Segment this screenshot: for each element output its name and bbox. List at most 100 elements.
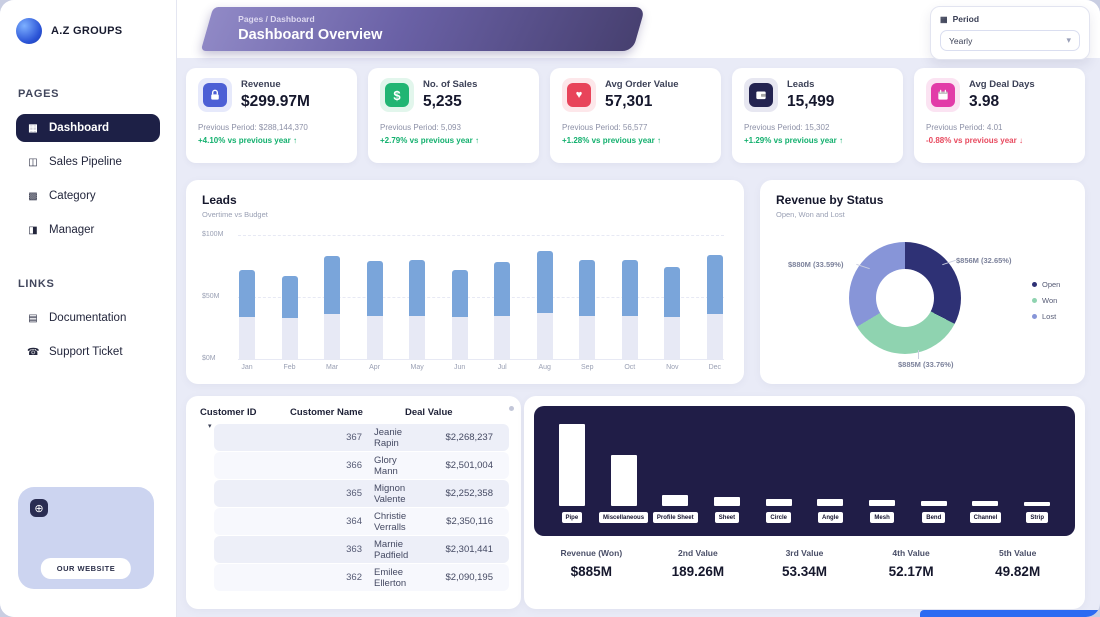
sidebar-item-dashboard[interactable]: ▦ Dashboard: [16, 114, 160, 142]
table-row[interactable]: 363 Marnie Padfield $2,301,441: [214, 536, 509, 563]
table-row[interactable]: 366 Glory Mann $2,501,004: [214, 452, 509, 479]
column-header-customer-name[interactable]: Customer Name: [290, 407, 363, 418]
sidebar-item-support-ticket[interactable]: ☎ Support Ticket: [16, 338, 160, 366]
materials-bars: [546, 420, 1063, 506]
scrollbar-thumb[interactable]: [509, 406, 514, 411]
sidebar: A.Z GROUPS PAGES ▦ Dashboard ◫ Sales Pipeli…: [0, 0, 177, 617]
chevron-down-icon: ▾: [1066, 35, 1071, 45]
leads-bar-column: [493, 262, 511, 359]
summary-stat: 3rd Value 53.34M: [751, 548, 858, 579]
cell-deal-value: $2,350,116: [446, 516, 493, 527]
stat-label: 3rd Value: [785, 548, 824, 558]
materials-chart-card: Pipe Miscellaneous Profile Sheet Sheet Circl…: [524, 396, 1085, 609]
leads-bar-column: [323, 256, 341, 359]
kpi-card-avg-order-value: ♥ Avg Order Value 57,301 Previous Period: 5…: [550, 68, 721, 163]
cell-customer-name: Marnie Padfield: [374, 538, 409, 561]
summary-stat: Revenue (Won) $885M: [538, 548, 645, 579]
kpi-text: No. of Sales 5,235: [423, 79, 477, 111]
period-select[interactable]: Yearly ▾: [940, 30, 1080, 51]
materials-bar: [972, 501, 999, 506]
materials-bar: [920, 501, 947, 506]
month-label: Jul: [497, 364, 507, 371]
kpi-previous-period: Previous Period: 4.01: [926, 123, 1003, 132]
month-label: Aug: [538, 364, 551, 371]
materials-bar-column: [856, 500, 908, 506]
globe-icon: ⊕: [30, 499, 48, 517]
x-axis-line: [238, 359, 724, 360]
month-label: Mar: [326, 364, 339, 371]
materials-bar-column: [649, 494, 701, 506]
materials-label-cell: Mesh: [856, 512, 908, 523]
lock-icon: [203, 83, 227, 107]
stat-value: 52.17M: [888, 564, 934, 579]
kpi-title: Leads: [787, 79, 815, 90]
sidebar-item-label: Sales Pipeline: [49, 156, 122, 168]
y-tick: $50M: [202, 293, 220, 300]
kpi-previous-period: Previous Period: $288,144,370: [198, 123, 308, 132]
period-label: Period: [952, 14, 980, 24]
materials-label: Sheet: [714, 512, 740, 523]
sidebar-item-manager[interactable]: ◨ Manager: [16, 216, 160, 244]
links-nav: ▤ Documentation ☎ Support Ticket: [16, 304, 160, 366]
legend-dot: [1032, 298, 1037, 303]
cell-customer-name: Jeanie Rapin: [374, 426, 402, 449]
pipeline-icon: ◫: [28, 156, 38, 168]
sidebar-item-category[interactable]: ▩ Category: [16, 182, 160, 210]
leads-chart-title: Leads: [202, 193, 237, 207]
logo-icon: [16, 18, 42, 44]
cell-customer-id: 365: [346, 488, 362, 499]
donut-leader-line: [918, 350, 919, 359]
cell-customer-id: 366: [346, 460, 362, 471]
month-label: May: [410, 364, 424, 371]
materials-label-cell: Channel: [960, 512, 1012, 523]
materials-bar: [765, 498, 792, 506]
pages-nav: ▦ Dashboard ◫ Sales Pipeline ▩ Category ◨ Manag…: [16, 114, 160, 244]
legend-label: Open: [1042, 280, 1061, 289]
legend-dot: [1032, 314, 1037, 319]
column-header-deal-value[interactable]: Deal Value: [405, 407, 453, 418]
materials-label-cell: Angle: [805, 512, 857, 523]
materials-label: Circle: [766, 512, 791, 523]
leads-bar-column: [281, 275, 299, 359]
legend-dot: [1032, 282, 1037, 287]
table-row[interactable]: 365 Mignon Valente $2,252,358: [214, 480, 509, 507]
donut-legend: Open Won Lost: [1032, 280, 1060, 328]
leads-bar-overtime: [366, 261, 383, 316]
leads-bar-overtime: [579, 259, 596, 316]
table-row[interactable]: 364 Christie Verralls $2,350,116: [214, 508, 509, 535]
leads-chart-card: Leads Overtime vs Budget $100M $50M $0M …: [186, 180, 744, 384]
leads-bar-budget: [536, 313, 553, 359]
kpi-value: $299.97M: [241, 93, 310, 110]
materials-bar-column: [805, 499, 857, 506]
month-label: Apr: [369, 364, 381, 371]
materials-label: Pipe: [561, 512, 583, 523]
kpi-value: 57,301: [605, 93, 653, 110]
y-tick: $0M: [202, 355, 216, 362]
leads-bar-budget: [621, 315, 638, 359]
website-card: ⊕ OUR WEBSITE: [18, 487, 154, 589]
sort-caret-icon[interactable]: ▾: [208, 423, 212, 430]
pages-heading: PAGES: [18, 88, 60, 100]
materials-label: Miscellaneous: [599, 512, 649, 523]
column-header-customer-id[interactable]: Customer ID: [200, 407, 257, 418]
kpi-header: Avg Deal Days 3.98: [926, 78, 1073, 112]
sidebar-item-documentation[interactable]: ▤ Documentation: [16, 304, 160, 332]
cell-customer-id: 362: [346, 572, 362, 583]
kpi-value: 15,499: [787, 93, 835, 110]
our-website-button[interactable]: OUR WEBSITE: [40, 558, 132, 579]
leads-bar-column: [366, 261, 384, 359]
month-label: Jun: [454, 364, 466, 371]
table-row[interactable]: 362 Emilee Ellerton $2,090,195: [214, 564, 509, 591]
month-label: Oct: [624, 364, 636, 371]
cell-deal-value: $2,252,358: [445, 488, 493, 499]
sidebar-item-sales-pipeline[interactable]: ◫ Sales Pipeline: [16, 148, 160, 176]
table-row[interactable]: 367 Jeanie Rapin $2,268,237: [214, 424, 509, 451]
leads-bar-budget: [494, 315, 511, 359]
materials-label: Bend: [922, 512, 946, 523]
leads-bar-budget: [324, 314, 341, 359]
materials-bar-column: [598, 455, 650, 506]
leads-bar-overtime: [664, 267, 681, 317]
leads-bar-budget: [706, 314, 723, 359]
bottom-blue-strip: [920, 610, 1100, 617]
